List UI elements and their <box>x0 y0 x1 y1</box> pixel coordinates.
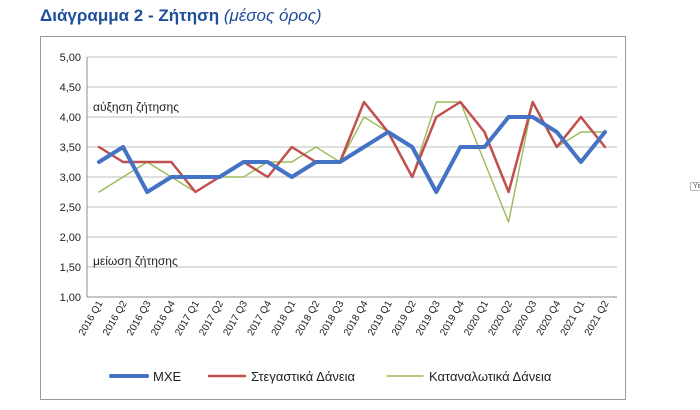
legend-label: Στεγαστικά Δάνεια <box>251 369 356 384</box>
series-line-1 <box>97 115 607 194</box>
legend-label: ΜΧΕ <box>153 369 182 384</box>
y-tick-label: 5,00 <box>60 52 81 64</box>
legend: ΜΧΕ Στεγαστικά Δάνεια Καταναλωτικά Δάνεια <box>109 369 552 384</box>
legend-label: Καταναλωτικά Δάνεια <box>429 369 552 384</box>
y-tick-label: 2,00 <box>60 232 81 244</box>
chart-title: Διάγραμμα 2 - Ζήτηση (μέσος όρος) <box>40 6 322 26</box>
side-tag: Υε <box>690 182 700 191</box>
annotation-decrease: μείωση ζήτησης <box>93 254 178 268</box>
y-tick-label: 2,50 <box>60 202 81 214</box>
y-tick-label: 4,00 <box>60 112 81 124</box>
chart-title-sub: (μέσος όρος) <box>223 6 322 25</box>
series-line-3 <box>98 101 606 223</box>
y-tick-label: 3,00 <box>60 172 81 184</box>
chart-frame: 1,00 1,50 2,00 2,50 3,00 3,50 4,00 4,50 5,00 201… <box>40 36 626 400</box>
y-tick-label: 3,50 <box>60 142 81 154</box>
annotation-increase: αύξηση ζήτησης <box>93 100 179 114</box>
chart-title-main: Διάγραμμα 2 - Ζήτηση <box>40 6 220 25</box>
series-lines <box>97 100 607 223</box>
y-tick-label: 1,00 <box>60 292 81 304</box>
y-tick-label: 4,50 <box>60 82 81 94</box>
y-tick-labels: 1,00 1,50 2,00 2,50 3,00 3,50 4,00 4,50 5,00 <box>60 52 81 304</box>
line-chart: 1,00 1,50 2,00 2,50 3,00 3,50 4,00 4,50 5,00 201… <box>60 52 617 384</box>
y-tick-label: 1,50 <box>60 262 81 274</box>
